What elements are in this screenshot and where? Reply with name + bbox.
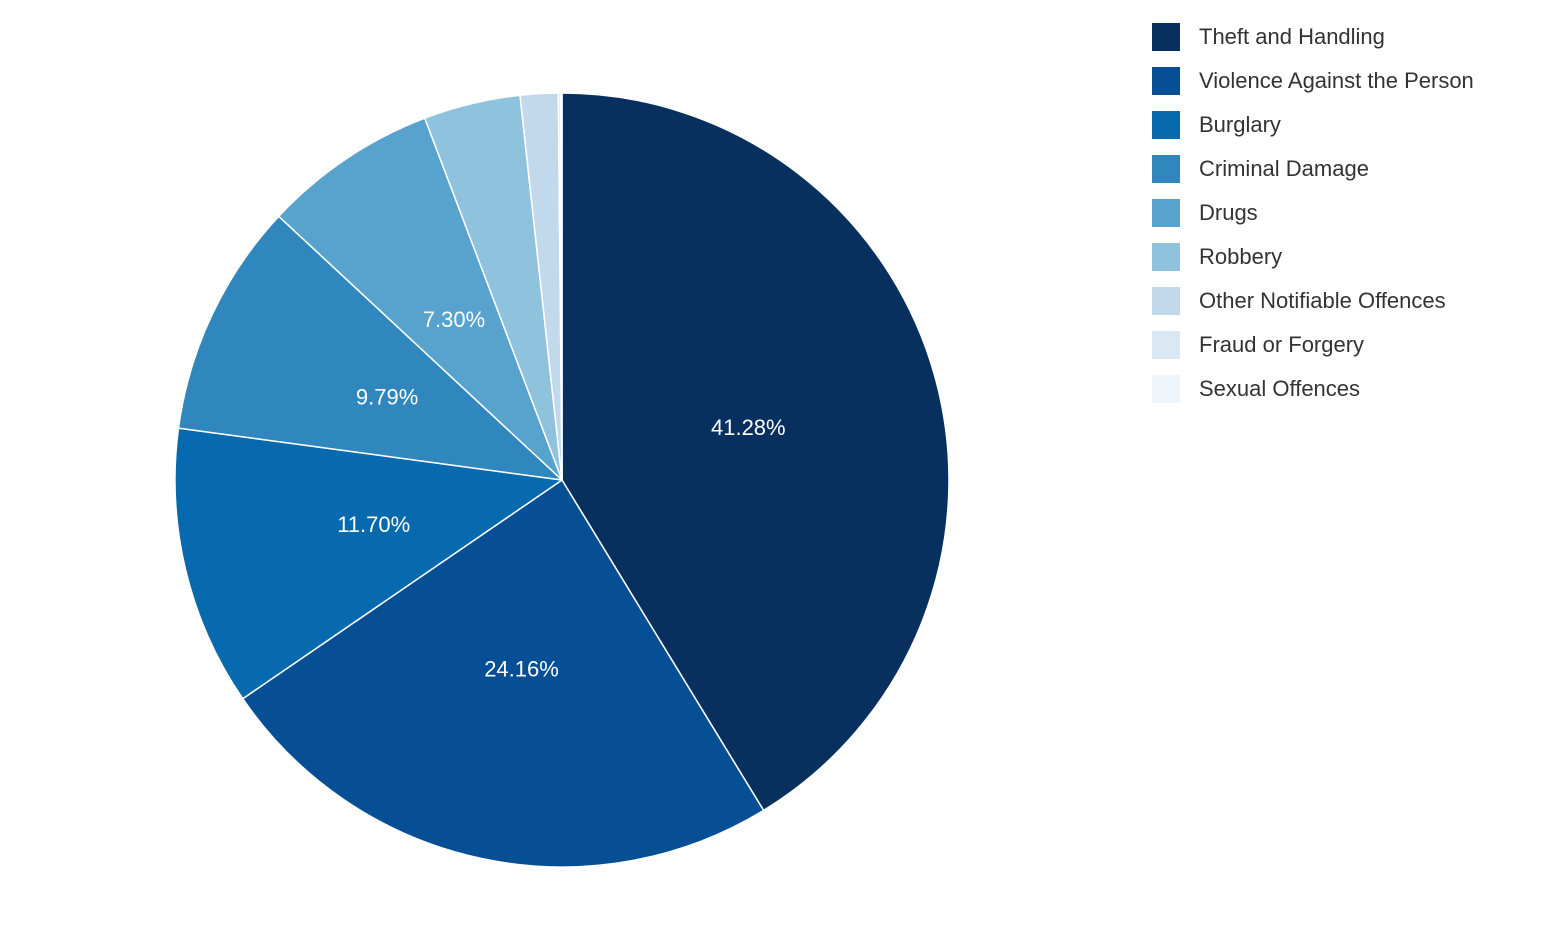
- pie-label-drugs: 7.30%: [423, 307, 485, 332]
- legend-label-other-notifiable-offences: Other Notifiable Offences: [1199, 288, 1446, 313]
- pie-label-burglary: 11.70%: [337, 512, 410, 537]
- pie-label-theft-and-handling: 41.28%: [711, 415, 786, 440]
- pie-slice-theft-and-handling: [561, 92, 950, 812]
- pie-slice-criminal-damage: [177, 215, 563, 481]
- pie-label-criminal-damage: 9.79%: [356, 385, 418, 410]
- legend-label-robbery: Robbery: [1199, 244, 1283, 269]
- legend-swatch-theft-and-handling: [1152, 23, 1180, 51]
- legend-item-drugs: Drugs: [1152, 199, 1474, 227]
- legend-label-burglary: Burglary: [1199, 112, 1281, 137]
- legend-swatch-robbery: [1152, 243, 1180, 271]
- legend-swatch-drugs: [1152, 199, 1180, 227]
- legend-item-violence-against-the-person: Violence Against the Person: [1152, 67, 1474, 95]
- legend-swatch-other-notifiable-offences: [1152, 287, 1180, 315]
- legend-item-criminal-damage: Criminal Damage: [1152, 155, 1474, 183]
- legend-label-violence-against-the-person: Violence Against the Person: [1199, 68, 1474, 93]
- pie-slice-drugs: [277, 117, 563, 481]
- legend-item-fraud-or-forgery: Fraud or Forgery: [1152, 331, 1474, 359]
- legend-label-criminal-damage: Criminal Damage: [1199, 156, 1369, 181]
- legend-swatch-burglary: [1152, 111, 1180, 139]
- legend-swatch-sexual-offences: [1152, 375, 1180, 403]
- legend-swatch-violence-against-the-person: [1152, 67, 1180, 95]
- pie-slice-violence-against-the-person: [241, 479, 765, 868]
- legend-item-robbery: Robbery: [1152, 243, 1474, 271]
- legend: Theft and Handling Violence Against the P…: [1152, 23, 1474, 419]
- legend-label-theft-and-handling: Theft and Handling: [1199, 24, 1385, 49]
- legend-label-drugs: Drugs: [1199, 200, 1258, 225]
- legend-item-burglary: Burglary: [1152, 111, 1474, 139]
- legend-swatch-fraud-or-forgery: [1152, 331, 1180, 359]
- legend-item-sexual-offences: Sexual Offences: [1152, 375, 1474, 403]
- legend-swatch-criminal-damage: [1152, 155, 1180, 183]
- legend-item-other-notifiable-offences: Other Notifiable Offences: [1152, 287, 1474, 315]
- pie-slice-burglary: [174, 427, 563, 700]
- legend-label-sexual-offences: Sexual Offences: [1199, 376, 1361, 401]
- pie-label-violence-against-the-person: 24.16%: [484, 657, 559, 682]
- legend-item-theft-and-handling: Theft and Handling: [1152, 23, 1474, 51]
- pie-slice-sexual-offences: [560, 92, 563, 481]
- legend-label-fraud-or-forgery: Fraud or Forgery: [1199, 332, 1365, 357]
